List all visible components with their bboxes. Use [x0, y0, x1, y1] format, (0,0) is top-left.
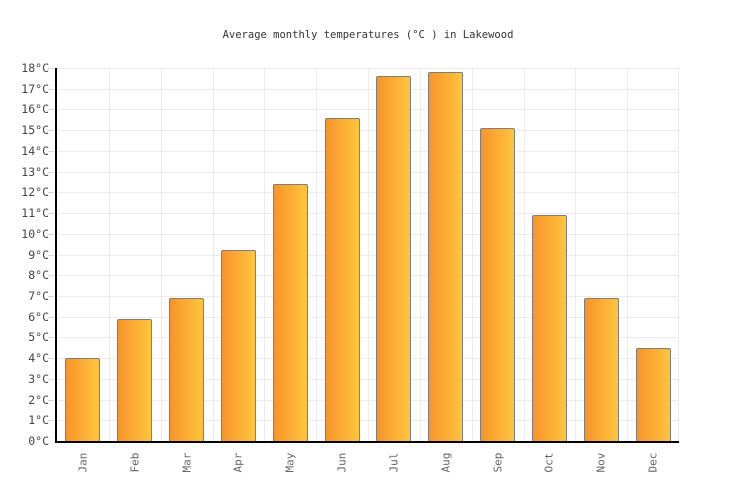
x-label-jun: Jun	[316, 445, 368, 479]
y-tick	[48, 130, 54, 132]
y-tick-label: 0°C	[28, 434, 49, 448]
bar-jul[interactable]	[376, 76, 412, 441]
y-tick-label: 1°C	[28, 413, 49, 428]
y-tick	[48, 109, 54, 111]
v-gridline	[264, 68, 265, 441]
v-gridline	[420, 68, 421, 441]
y-tick-label: 17°C	[21, 81, 49, 96]
y-tick	[48, 316, 54, 318]
x-label-text: Jan	[76, 452, 90, 472]
bar-sep[interactable]	[480, 128, 516, 441]
y-tick	[48, 378, 54, 380]
x-label-text: Mar	[180, 452, 194, 472]
v-gridline	[316, 68, 317, 441]
bar-aug[interactable]	[428, 72, 464, 441]
x-label-oct: Oct	[524, 445, 576, 479]
y-tick-label: 9°C	[28, 247, 49, 262]
y-tick	[48, 68, 54, 69]
bar-nov[interactable]	[583, 298, 619, 441]
y-tick	[48, 150, 54, 152]
bar-dec[interactable]	[635, 348, 671, 441]
y-tick-label: 8°C	[28, 268, 49, 283]
x-label-text: Sep	[491, 452, 505, 472]
y-tick-label: 18°C	[21, 61, 49, 75]
bar-oct[interactable]	[531, 215, 567, 441]
x-label-mar: Mar	[161, 445, 213, 479]
v-gridline	[109, 68, 110, 441]
y-tick-label: 15°C	[21, 123, 49, 138]
y-tick	[48, 358, 54, 360]
x-label-text: Jun	[335, 452, 349, 472]
y-tick-label: 16°C	[21, 102, 49, 117]
x-label-text: Feb	[128, 452, 142, 472]
x-label-dec: Dec	[627, 445, 679, 479]
v-gridline	[368, 68, 369, 441]
y-tick	[48, 192, 54, 194]
x-label-jan: Jan	[57, 445, 109, 479]
y-tick-label: 10°C	[21, 226, 49, 241]
bar-feb[interactable]	[117, 319, 153, 441]
y-tick-label: 5°C	[28, 330, 49, 345]
y-tick	[48, 275, 54, 277]
y-tick-label: 12°C	[21, 185, 49, 200]
x-label-text: Apr	[231, 452, 245, 472]
y-tick-label: 7°C	[28, 288, 49, 303]
x-label-text: May	[283, 452, 297, 472]
x-axis-labels: Jan Feb Mar Apr May Jun Jul Aug Sep Oct Nov Dec	[57, 445, 679, 479]
bar-apr[interactable]	[220, 250, 256, 441]
y-tick-label: 2°C	[28, 392, 49, 407]
y-tick-label: 11°C	[21, 206, 49, 221]
x-label-apr: Apr	[213, 445, 265, 479]
bar-mar[interactable]	[169, 298, 205, 441]
v-gridline	[161, 68, 162, 441]
x-label-text: Jul	[387, 452, 401, 472]
y-tick	[48, 171, 54, 173]
y-tick-label: 14°C	[21, 143, 49, 158]
x-label-feb: Feb	[109, 445, 161, 479]
y-tick	[48, 233, 54, 235]
x-label-may: May	[264, 445, 316, 479]
y-tick-label: 3°C	[28, 371, 49, 386]
x-label-aug: Aug	[420, 445, 472, 479]
x-label-text: Nov	[594, 452, 608, 472]
v-gridline	[524, 68, 525, 441]
y-tick	[48, 399, 54, 401]
x-label-text: Aug	[439, 452, 453, 472]
y-tick	[48, 213, 54, 215]
x-label-jul: Jul	[368, 445, 420, 479]
y-tick	[48, 254, 54, 256]
y-tick-label: 4°C	[28, 351, 49, 366]
y-tick-label: 13°C	[21, 164, 49, 179]
x-label-text: Oct	[542, 452, 556, 472]
y-tick	[48, 295, 54, 297]
y-tick-label: 6°C	[28, 309, 49, 324]
bar-jun[interactable]	[324, 118, 360, 441]
v-gridline	[575, 68, 576, 441]
v-gridline	[678, 68, 679, 441]
x-label-text: Dec	[646, 452, 660, 472]
bar-jan[interactable]	[65, 358, 101, 441]
y-tick	[48, 420, 54, 422]
plot-area	[48, 68, 679, 443]
v-gridline	[213, 68, 214, 441]
y-tick	[48, 337, 54, 339]
chart-title: Average monthly temperatures (°C ) in La…	[222, 29, 514, 41]
x-label-nov: Nov	[575, 445, 627, 479]
bar-may[interactable]	[272, 184, 308, 441]
x-label-sep: Sep	[472, 445, 524, 479]
v-gridline	[472, 68, 473, 441]
v-gridline	[627, 68, 628, 441]
y-tick	[48, 88, 54, 90]
